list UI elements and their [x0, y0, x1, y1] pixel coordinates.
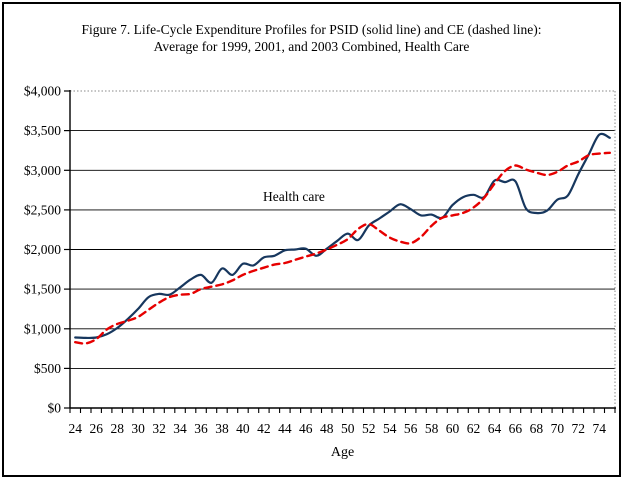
x-tick-label: 42	[257, 421, 271, 436]
x-tick-label: 72	[572, 421, 586, 436]
figure-title-line1: Figure 7. Life-Cycle Expenditure Profile…	[81, 22, 542, 37]
x-tick-label: 44	[278, 421, 292, 436]
x-tick-label: 46	[299, 421, 313, 436]
x-tick-label: 26	[89, 421, 103, 436]
x-tick-label: 38	[215, 421, 229, 436]
x-tick-label: 58	[425, 421, 439, 436]
y-tick-label: $4,000	[24, 84, 61, 99]
figure-title: Figure 7. Life-Cycle Expenditure Profile…	[4, 21, 619, 55]
x-tick-label: 70	[551, 421, 565, 436]
y-tick-label: $1,000	[24, 321, 61, 336]
x-tick-label: 24	[68, 421, 82, 436]
y-tick-label: $2,500	[24, 202, 61, 217]
y-tick-label: $2,000	[24, 242, 61, 257]
series-annotation: Health care	[263, 189, 325, 204]
y-tick-label: $3,500	[24, 123, 61, 138]
y-tick-label: $3,000	[24, 163, 61, 178]
x-tick-label: 62	[467, 421, 481, 436]
figure-title-line2: Average for 1999, 2001, and 2003 Combine…	[153, 39, 470, 54]
x-tick-label: 40	[236, 421, 250, 436]
x-tick-label: 34	[173, 421, 187, 436]
x-tick-label: 50	[341, 421, 355, 436]
x-tick-label: 36	[194, 421, 208, 436]
x-tick-label: 68	[530, 421, 544, 436]
ce-line	[74, 151, 611, 345]
x-tick-label: 48	[320, 421, 334, 436]
chart-canvas: $0 $500 $1,000 $1,500 $2,000 $2,500 $3,000 $3,5…	[24, 84, 616, 436]
x-tick-label: 32	[152, 421, 166, 436]
x-tick-label: 74	[593, 421, 607, 436]
y-tick-label: $0	[48, 401, 62, 416]
x-tick-label: 30	[131, 421, 145, 436]
x-tick-label: 52	[362, 421, 376, 436]
psid-line	[74, 132, 611, 340]
x-tick-label: 66	[509, 421, 523, 436]
x-tick-label: 28	[110, 421, 124, 436]
y-tick-label: $500	[34, 361, 61, 376]
x-tick-label: 56	[404, 421, 418, 436]
x-tick-label: 60	[446, 421, 460, 436]
x-axis-title: Age	[330, 445, 355, 460]
x-tick-label: 64	[488, 421, 502, 436]
y-tick-label: $1,500	[24, 282, 61, 297]
x-tick-label: 54	[383, 421, 397, 436]
